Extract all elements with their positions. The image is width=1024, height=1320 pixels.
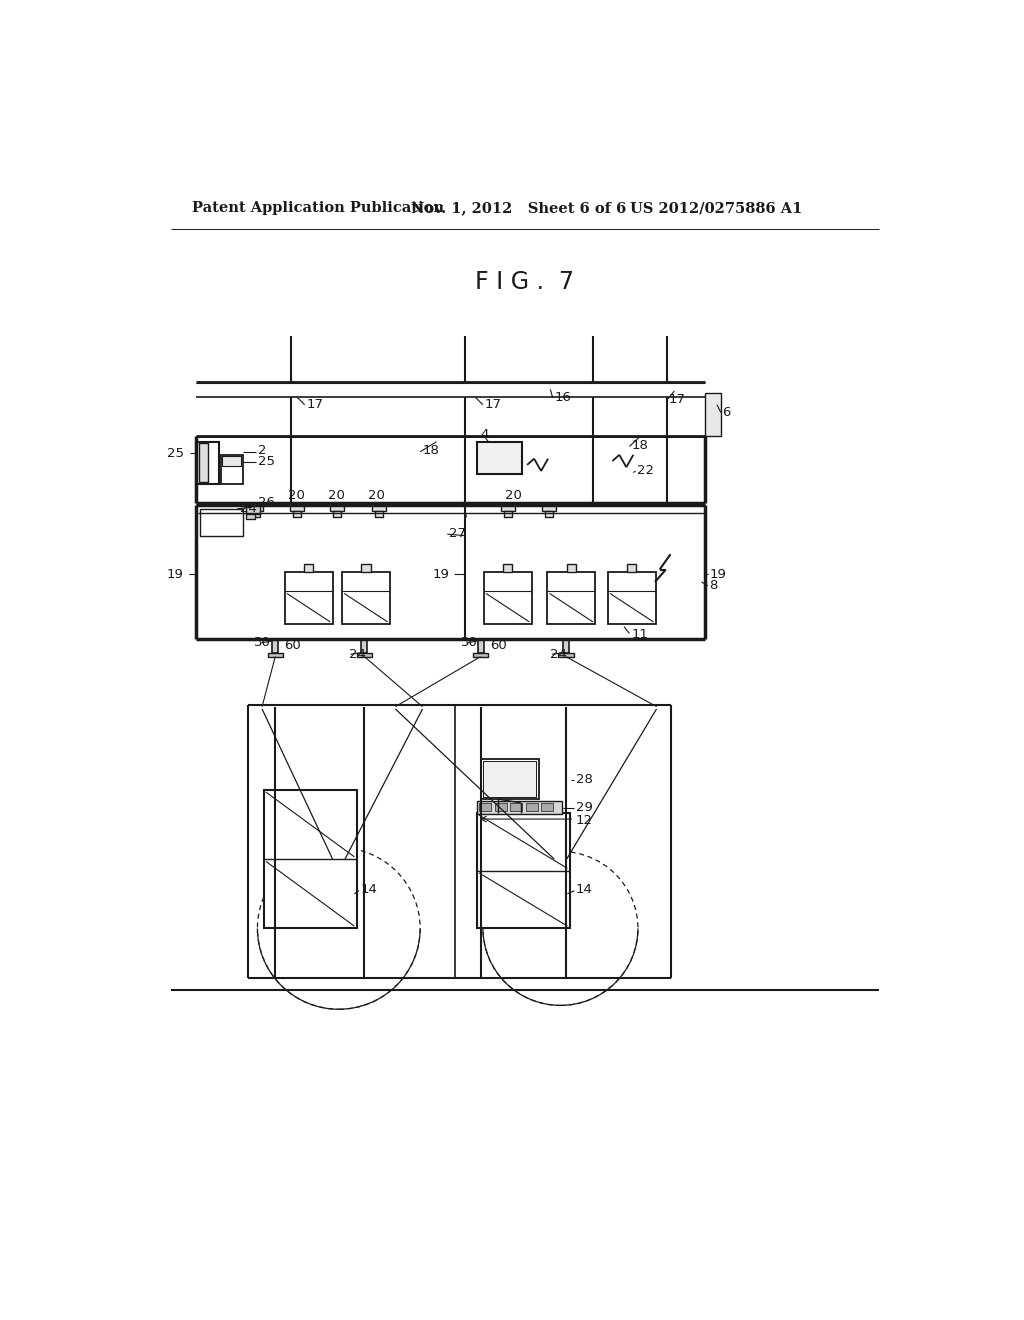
Bar	[477, 813, 569, 928]
Bar	[285, 572, 333, 624]
Text: 28: 28	[575, 772, 593, 785]
Bar	[480, 759, 539, 799]
Text: 19: 19	[710, 568, 726, 581]
Bar	[246, 503, 260, 515]
Bar	[334, 511, 341, 517]
Bar	[495, 803, 507, 810]
Bar	[477, 639, 483, 653]
Bar	[563, 639, 569, 653]
Bar	[510, 803, 522, 810]
Text: 60: 60	[285, 639, 301, 652]
Bar	[252, 511, 260, 517]
Text: 19: 19	[433, 568, 450, 581]
Bar	[541, 803, 554, 810]
Text: 17: 17	[484, 399, 502, 412]
Bar	[290, 503, 304, 511]
Bar	[356, 653, 372, 656]
Bar	[304, 564, 313, 572]
Text: 16: 16	[554, 391, 571, 404]
Text: 29: 29	[575, 801, 593, 814]
Text: 30: 30	[254, 636, 270, 649]
Text: 24: 24	[240, 502, 256, 515]
Text: 27: 27	[449, 527, 466, 540]
Text: 12: 12	[575, 814, 593, 828]
Bar	[293, 511, 301, 517]
Bar	[504, 511, 512, 517]
Text: 20: 20	[369, 490, 385, 502]
Bar	[342, 572, 390, 624]
Bar	[558, 653, 573, 656]
Text: 20: 20	[289, 490, 305, 502]
Bar	[627, 564, 636, 572]
Bar	[477, 801, 562, 813]
Bar	[473, 653, 488, 656]
Bar	[361, 639, 368, 653]
Bar	[483, 762, 537, 797]
Bar	[221, 455, 243, 484]
Bar	[479, 803, 492, 810]
Text: 30: 30	[461, 636, 478, 649]
Bar	[477, 442, 521, 474]
Text: 26: 26	[258, 496, 275, 510]
Text: 19: 19	[167, 568, 183, 581]
Text: 11: 11	[632, 628, 649, 640]
Bar	[249, 503, 263, 511]
Bar	[547, 572, 595, 624]
Text: 18: 18	[423, 445, 439, 458]
Bar	[267, 653, 283, 656]
Text: 25: 25	[167, 446, 183, 459]
Text: 60: 60	[489, 639, 507, 652]
Bar	[197, 442, 219, 484]
Bar	[525, 803, 538, 810]
Bar	[263, 789, 356, 928]
Text: 8: 8	[710, 579, 718, 593]
Bar	[483, 572, 531, 624]
Bar	[375, 511, 383, 517]
Text: 14: 14	[575, 883, 593, 896]
Text: 17: 17	[669, 393, 686, 407]
Text: 14: 14	[360, 883, 378, 896]
Bar	[272, 639, 279, 653]
Bar	[361, 564, 371, 572]
Text: 25: 25	[258, 454, 275, 467]
Bar	[566, 564, 575, 572]
Bar	[246, 513, 255, 519]
Bar	[372, 503, 386, 511]
Text: 20: 20	[506, 490, 522, 502]
Bar	[542, 503, 556, 511]
Text: Patent Application Publication: Patent Application Publication	[191, 202, 443, 215]
Bar	[607, 572, 655, 624]
Text: 24: 24	[349, 648, 366, 661]
Text: 6: 6	[722, 407, 731, 418]
Bar	[501, 503, 515, 511]
Text: 22: 22	[637, 463, 654, 477]
Text: Nov. 1, 2012   Sheet 6 of 6: Nov. 1, 2012 Sheet 6 of 6	[411, 202, 626, 215]
Text: 18: 18	[632, 440, 648, 453]
Text: 2: 2	[258, 445, 266, 458]
Text: 4: 4	[480, 428, 489, 441]
Bar	[545, 511, 553, 517]
Bar	[503, 564, 512, 572]
Text: 24: 24	[550, 648, 567, 661]
Text: F I G .  7: F I G . 7	[475, 269, 574, 293]
Bar	[331, 503, 344, 511]
Bar	[222, 457, 241, 466]
Text: 17: 17	[306, 399, 324, 412]
Bar	[706, 393, 721, 436]
Text: 20: 20	[328, 490, 345, 502]
Bar	[199, 444, 208, 482]
Bar	[200, 508, 243, 536]
Text: US 2012/0275886 A1: US 2012/0275886 A1	[630, 202, 803, 215]
